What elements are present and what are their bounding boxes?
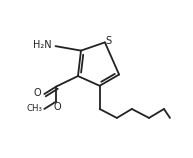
Text: O: O xyxy=(33,88,41,98)
Text: H₂N: H₂N xyxy=(33,40,52,50)
Text: S: S xyxy=(106,36,112,46)
Text: CH₃: CH₃ xyxy=(26,104,42,113)
Text: O: O xyxy=(53,102,61,112)
